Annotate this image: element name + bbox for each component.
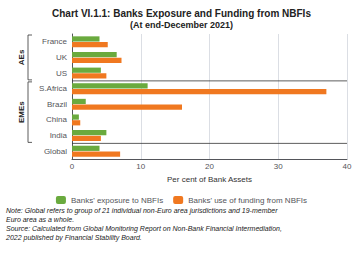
svg-text:AEs: AEs: [17, 49, 26, 65]
svg-text:30: 30: [274, 162, 283, 171]
svg-text:Chart VI.1.1: Banks Exposure a: Chart VI.1.1: Banks Exposure and Funding…: [52, 8, 311, 19]
svg-text:Euro area as a whole.: Euro area as a whole.: [6, 216, 74, 223]
svg-text:EMEs: EMEs: [17, 101, 26, 123]
svg-text:Note: Global refers to group o: Note: Global refers to group of 21 indiv…: [6, 207, 278, 215]
svg-text:France: France: [42, 37, 67, 46]
svg-text:Global: Global: [44, 147, 67, 156]
svg-text:India: India: [50, 131, 68, 140]
svg-text:Brazil: Brazil: [47, 100, 67, 109]
svg-text:China: China: [46, 115, 67, 124]
svg-text:Banks' use of funding from NBF: Banks' use of funding from NBFIs: [188, 196, 307, 205]
svg-text:(At end-December 2021): (At end-December 2021): [130, 20, 233, 30]
svg-text:2022 published by Financial St: 2022 published by Financial Stability Bo…: [5, 234, 142, 242]
svg-text:20: 20: [205, 162, 214, 171]
svg-text:Banks' exposure to NBFIs: Banks' exposure to NBFIs: [71, 196, 163, 205]
svg-text:10: 10: [136, 162, 145, 171]
svg-text:0: 0: [70, 162, 75, 171]
svg-text:S.Africa: S.Africa: [39, 84, 68, 93]
svg-text:Source: Calculated from Global: Source: Calculated from Global Monitorin…: [6, 225, 282, 233]
svg-text:US: US: [56, 69, 67, 78]
svg-text:40: 40: [343, 162, 352, 171]
svg-text:UK: UK: [56, 53, 68, 62]
svg-text:Per cent of Bank Assets: Per cent of Bank Assets: [167, 175, 252, 184]
